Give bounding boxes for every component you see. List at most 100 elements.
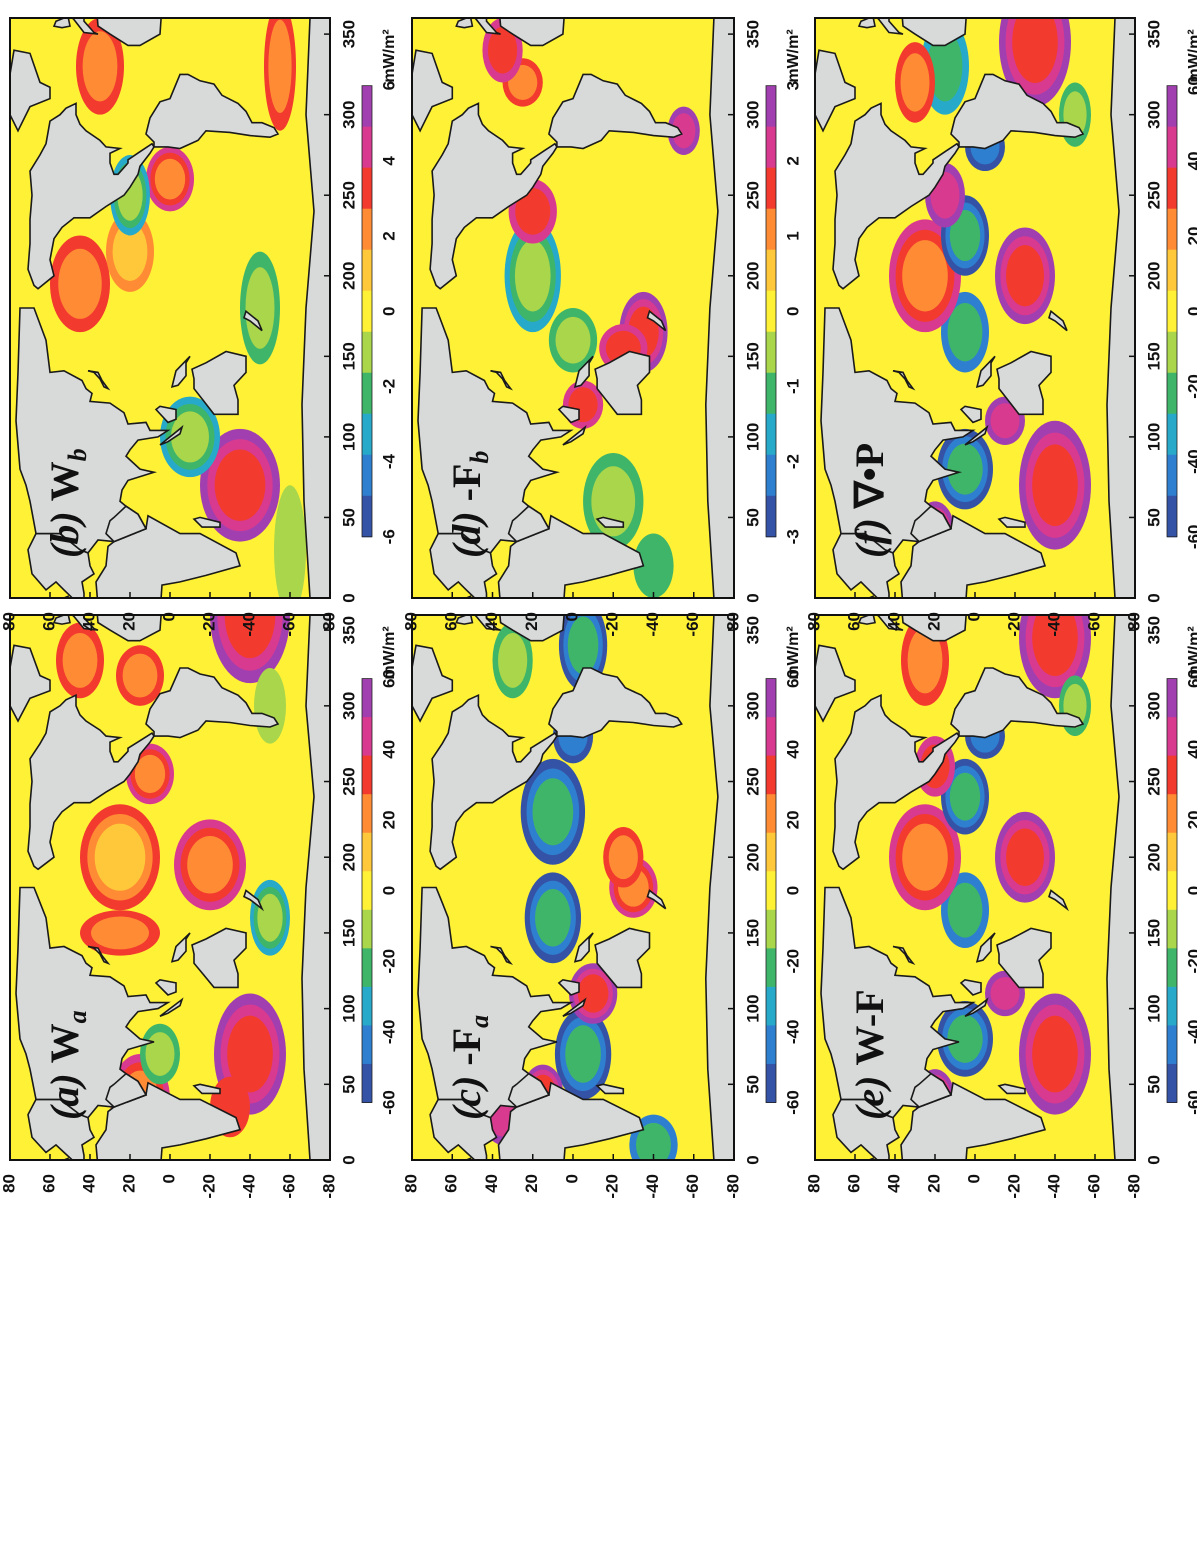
land xyxy=(105,505,148,543)
lon-tick-label: 350 xyxy=(743,20,762,48)
land xyxy=(170,932,191,963)
lat-tick-label: -60 xyxy=(683,1174,702,1199)
land xyxy=(892,370,916,391)
lon-tick-label: 300 xyxy=(339,100,358,128)
colorbar-segment xyxy=(766,495,776,538)
land xyxy=(704,18,734,598)
lat-tick-label: -80 xyxy=(1124,1174,1143,1199)
land xyxy=(159,997,184,1017)
lat-tick-label: 60 xyxy=(39,612,58,631)
anomaly-blob xyxy=(1006,245,1044,307)
colorbar-tick-label: 20 xyxy=(1184,810,1197,829)
colorbar-tick-label: -40 xyxy=(1184,449,1197,474)
land xyxy=(499,615,565,642)
colorbar-tick-label: 40 xyxy=(783,740,802,759)
lon-tick-label: 200 xyxy=(743,843,762,871)
land xyxy=(876,18,904,35)
colorbar-segment xyxy=(1167,909,1177,949)
anomaly-blob xyxy=(949,772,981,821)
colorbar-segment xyxy=(362,85,372,128)
lat-tick-label: -40 xyxy=(1044,612,1063,637)
land xyxy=(901,18,967,47)
anomaly-blob xyxy=(268,19,292,114)
lon-tick-label: 100 xyxy=(1144,994,1163,1022)
colorbar-tick-label: -60 xyxy=(783,1090,802,1115)
land xyxy=(901,615,967,642)
lon-tick-label: 250 xyxy=(743,181,762,209)
colorbar xyxy=(1166,85,1178,538)
colorbar-segment xyxy=(362,717,372,757)
land xyxy=(594,350,651,416)
lon-tick-label: 150 xyxy=(1144,919,1163,947)
land xyxy=(71,615,99,631)
land xyxy=(95,1081,242,1160)
colorbar-segment xyxy=(362,372,372,415)
colorbar-segment xyxy=(362,249,372,292)
colorbar-tick-label: -60 xyxy=(1184,1090,1197,1115)
colorbar-tick-label: -3 xyxy=(783,529,802,544)
lat-tick-label: -80 xyxy=(1124,612,1143,637)
lon-tick-label: 0 xyxy=(743,593,762,602)
lat-tick-label: -40 xyxy=(239,612,258,637)
land xyxy=(473,615,501,631)
land xyxy=(820,307,976,554)
colorbar xyxy=(1166,678,1178,1103)
colorbar-segment xyxy=(1167,290,1177,333)
lon-tick-label: 350 xyxy=(1144,616,1163,644)
colorbar-tick-label: 2 xyxy=(379,231,398,240)
lon-tick-label: 350 xyxy=(339,20,358,48)
land xyxy=(429,102,558,290)
land xyxy=(996,350,1052,416)
colorbar-tick-label: 60 xyxy=(1184,669,1197,688)
land xyxy=(1048,889,1069,912)
lat-tick-label: -40 xyxy=(643,612,662,637)
land xyxy=(573,932,594,963)
land xyxy=(548,667,683,739)
lat-tick-label: -80 xyxy=(319,1174,338,1199)
anomaly-blob xyxy=(187,836,233,894)
land xyxy=(15,307,171,554)
land xyxy=(595,516,625,528)
colorbar-tick-label: 2 xyxy=(783,156,802,165)
anomaly-blob xyxy=(145,1032,175,1076)
anomaly-blob xyxy=(902,823,948,891)
colorbar-segment xyxy=(766,454,776,497)
lat-tick-label: -80 xyxy=(723,1174,742,1199)
land xyxy=(412,49,454,133)
land xyxy=(159,424,184,446)
colorbar-segment xyxy=(766,249,776,292)
colorbar-segment xyxy=(1167,794,1177,834)
anomaly-blob xyxy=(947,302,983,362)
colorbar-tick-label: -20 xyxy=(783,949,802,974)
anomaly-blob xyxy=(1012,18,1058,83)
colorbar-segment xyxy=(766,717,776,757)
colorbar-tick-label: 60 xyxy=(1184,76,1197,95)
land xyxy=(27,693,155,871)
lat-tick-label: 40 xyxy=(482,1174,501,1193)
land xyxy=(87,945,111,965)
anomaly-blob xyxy=(227,1015,273,1093)
anomaly-blob xyxy=(565,1025,601,1083)
land xyxy=(87,370,111,391)
colorbar-tick-label: 40 xyxy=(1184,151,1197,170)
anomaly-blob xyxy=(567,616,599,675)
lat-tick-label: 40 xyxy=(79,612,98,631)
lon-tick-label: 300 xyxy=(339,692,358,720)
land xyxy=(548,73,683,150)
lat-tick-label: 0 xyxy=(964,612,983,621)
lon-tick-label: 150 xyxy=(339,342,358,370)
colorbar-tick-label: 0 xyxy=(1184,886,1197,895)
colorbar-tick-label: 20 xyxy=(783,810,802,829)
lon-tick-label: 250 xyxy=(1144,181,1163,209)
anomaly-blob xyxy=(535,889,571,947)
colorbar-tick-label: 1 xyxy=(783,231,802,240)
lon-tick-label: 200 xyxy=(1144,843,1163,871)
land xyxy=(876,615,904,631)
land xyxy=(417,307,574,554)
anomaly-blob xyxy=(154,158,186,200)
land xyxy=(490,370,513,391)
lon-tick-label: 100 xyxy=(1144,423,1163,451)
land xyxy=(900,514,1047,598)
lon-tick-label: 250 xyxy=(339,767,358,795)
